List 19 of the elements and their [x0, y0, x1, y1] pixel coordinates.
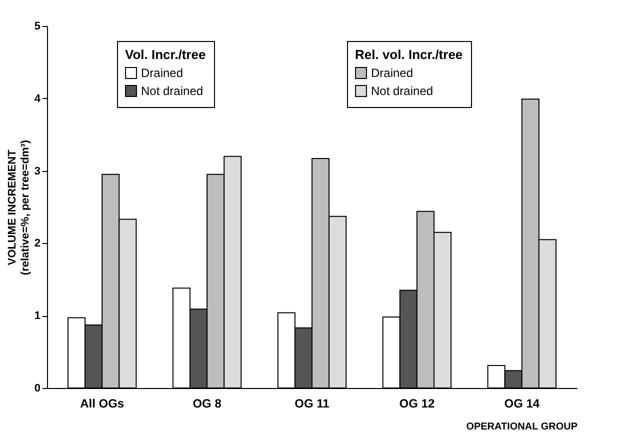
x-tick-label: OG 14: [504, 396, 540, 410]
x-tick-label: All OGs: [80, 396, 124, 410]
y-tick-label: 1: [34, 310, 40, 322]
y-tick-label: 4: [34, 92, 42, 105]
annotation: Vol. Incr./tree: [125, 47, 206, 62]
y-tick-label: 3: [34, 165, 40, 178]
y-tick-label: 2: [34, 238, 40, 250]
annotation: Rel. vol. Incr./tree: [355, 47, 463, 62]
x-axis-title: OPERATIONAL GROUP: [466, 422, 578, 432]
x-tick-label: OG 12: [399, 396, 435, 410]
y-tick-label: 5: [34, 20, 40, 32]
legend-label: Not drained: [371, 84, 434, 98]
legend-label: Not drained: [141, 84, 204, 98]
y-axis-title: VOLUME INCREMENT (relative=%, per tree=dm³): [6, 140, 32, 276]
legend-label: Drained: [141, 66, 184, 80]
x-tick-label: OG 11: [294, 396, 330, 410]
x-tick-label: OG 8: [192, 396, 222, 410]
legend-label: Drained: [371, 66, 414, 80]
y-tick-label: 0: [34, 382, 40, 394]
